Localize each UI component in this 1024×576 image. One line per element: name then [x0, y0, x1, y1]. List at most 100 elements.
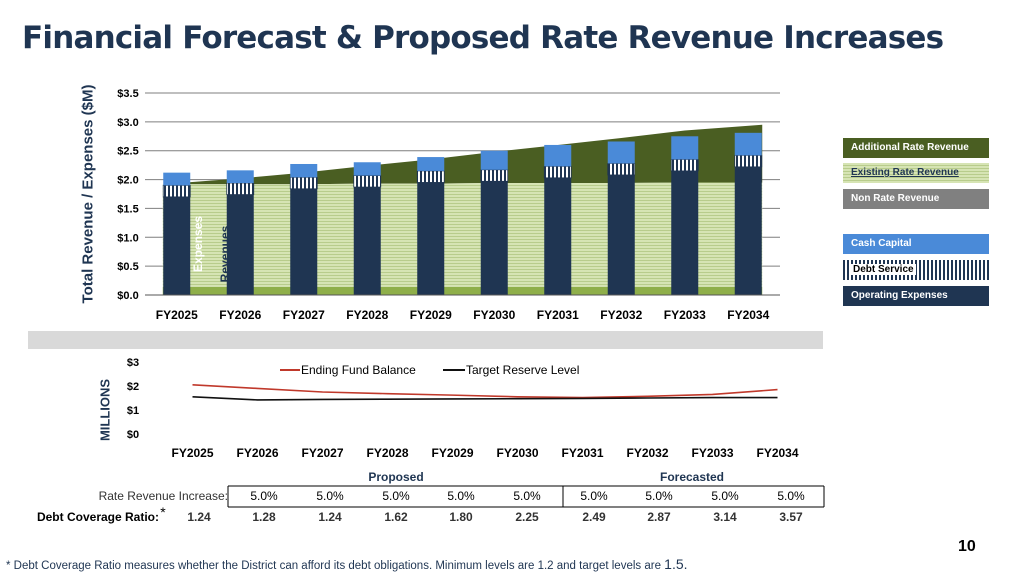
table-group-proposed: Proposed	[368, 470, 423, 484]
bar-debt-service	[670, 158, 699, 172]
bottom-x-tick-label: FY2026	[236, 446, 278, 460]
top-x-tick-label: FY2031	[537, 308, 579, 322]
bar-cash-capital	[480, 150, 508, 170]
bar-operating-expenses	[417, 182, 445, 295]
bar-cash-capital	[417, 157, 445, 171]
bottom-x-tick-label: FY2028	[366, 446, 408, 460]
top-y-tick-label: $0.0	[117, 290, 138, 302]
dcr-value: 1.80	[449, 510, 473, 524]
rate-increase-value: 5.0%	[513, 489, 541, 503]
dcr-value: 1.28	[252, 510, 276, 524]
dcr-value: 1.24	[318, 510, 342, 524]
top-y-tick-label: $1.0	[117, 232, 138, 244]
rate-increase-value: 5.0%	[645, 489, 673, 503]
bar-cash-capital	[544, 144, 572, 167]
rate-increase-value: 5.0%	[382, 489, 410, 503]
rate-increase-value: 5.0%	[777, 489, 805, 503]
bottom-x-tick-label: FY2031	[561, 446, 603, 460]
bar-debt-service	[353, 175, 382, 188]
bar-debt-service	[226, 182, 255, 195]
rate-increase-label: Rate Revenue Increase:	[99, 489, 228, 503]
bar-cash-capital	[163, 172, 191, 186]
dcr-value: 1.24	[187, 510, 211, 524]
legend-debt-label: Debt Service	[851, 264, 916, 275]
bar-debt-service	[289, 176, 318, 190]
top-x-tick-label: FY2032	[600, 308, 642, 322]
top-x-tick-label: FY2025	[156, 308, 198, 322]
dcr-value: 3.57	[779, 510, 803, 524]
expenses-bar-label: Expenses	[191, 216, 205, 272]
bottom-x-tick-label: FY2027	[301, 446, 343, 460]
bottom-x-tick-label: FY2032	[626, 446, 668, 460]
footnote: * Debt Coverage Ratio measures whether t…	[6, 556, 688, 572]
bottom-y-tick-label: $2	[127, 381, 139, 393]
dcr-value: 2.49	[582, 510, 606, 524]
legend-label-target-reserve: Target Reserve Level	[466, 363, 579, 377]
bar-cash-capital	[353, 162, 381, 176]
top-y-tick-label: $3.0	[117, 117, 138, 129]
bar-operating-expenses	[607, 174, 635, 295]
top-x-tick-label: FY2034	[727, 308, 769, 322]
top-y-tick-label: $1.5	[117, 203, 138, 215]
rate-increase-value: 5.0%	[316, 489, 344, 503]
table-group-forecasted: Forecasted	[660, 470, 724, 484]
bar-debt-service	[543, 165, 572, 179]
revenues-area-label: Revenues	[218, 225, 232, 282]
bottom-y-tick-label: $0	[127, 429, 139, 441]
legend-label-fund-balance: Ending Fund Balance	[301, 363, 416, 377]
bar-debt-service	[416, 170, 445, 183]
top-y-tick-label: $2.5	[117, 146, 138, 158]
bar-cash-capital	[671, 136, 699, 160]
dcr-value: 3.14	[713, 510, 737, 524]
bar-operating-expenses	[480, 181, 508, 295]
bar-operating-expenses	[671, 170, 699, 295]
bar-cash-capital	[607, 141, 635, 164]
bottom-x-tick-label: FY2034	[756, 446, 798, 460]
bar-debt-service	[607, 163, 636, 176]
legend-operating-expenses: Operating Expenses	[843, 286, 989, 306]
top-chart-y-axis-label: Total Revenue / Expenses ($M)	[79, 84, 97, 304]
bar-debt-service	[162, 184, 191, 198]
bottom-chart-y-axis-label: MILLIONS	[97, 378, 113, 442]
bar-operating-expenses	[163, 196, 191, 295]
bottom-x-tick-label: FY2030	[496, 446, 538, 460]
top-x-tick-label: FY2030	[473, 308, 515, 322]
dcr-value: 2.25	[515, 510, 539, 524]
bar-operating-expenses	[226, 194, 254, 295]
rate-increase-value: 5.0%	[711, 489, 739, 503]
line-target-reserve-level	[192, 396, 778, 401]
bar-cash-capital	[734, 132, 762, 156]
bottom-y-tick-label: $1	[127, 405, 139, 417]
bottom-x-tick-label: FY2025	[171, 446, 213, 460]
top-x-tick-label: FY2026	[219, 308, 261, 322]
dcr-value: 1.62	[384, 510, 408, 524]
dcr-marker: *	[160, 504, 166, 520]
top-x-tick-label: FY2027	[283, 308, 325, 322]
bar-operating-expenses	[290, 188, 318, 295]
bar-operating-expenses	[353, 187, 381, 295]
bottom-x-tick-label: FY2029	[431, 446, 473, 460]
bar-cash-capital	[226, 170, 254, 184]
page-title: Financial Forecast & Proposed Rate Reven…	[22, 20, 944, 56]
bar-debt-service	[480, 169, 509, 182]
page-number: 10	[958, 538, 976, 555]
legend-additional-rate-revenue: Additional Rate Revenue	[843, 138, 989, 158]
legend-cash-capital: Cash Capital	[843, 234, 989, 254]
bar-debt-service	[734, 154, 763, 168]
bottom-y-tick-label: $3	[127, 357, 139, 369]
bar-cash-capital	[290, 163, 318, 178]
footnote-value: 1.5.	[664, 556, 688, 572]
legend-debt-service: Debt Service	[843, 260, 989, 280]
dcr-label: Debt Coverage Ratio:	[37, 510, 159, 524]
legend-non-rate-revenue: Non Rate Revenue	[843, 189, 989, 209]
bar-operating-expenses	[734, 166, 762, 295]
top-y-tick-label: $2.0	[117, 175, 138, 187]
top-x-tick-label: FY2029	[410, 308, 452, 322]
top-y-tick-label: $3.5	[117, 88, 138, 100]
rate-increase-value: 5.0%	[250, 489, 278, 503]
bottom-x-tick-label: FY2033	[691, 446, 733, 460]
bar-operating-expenses	[544, 177, 572, 295]
section-divider	[28, 331, 823, 349]
footnote-text: * Debt Coverage Ratio measures whether t…	[6, 560, 665, 572]
